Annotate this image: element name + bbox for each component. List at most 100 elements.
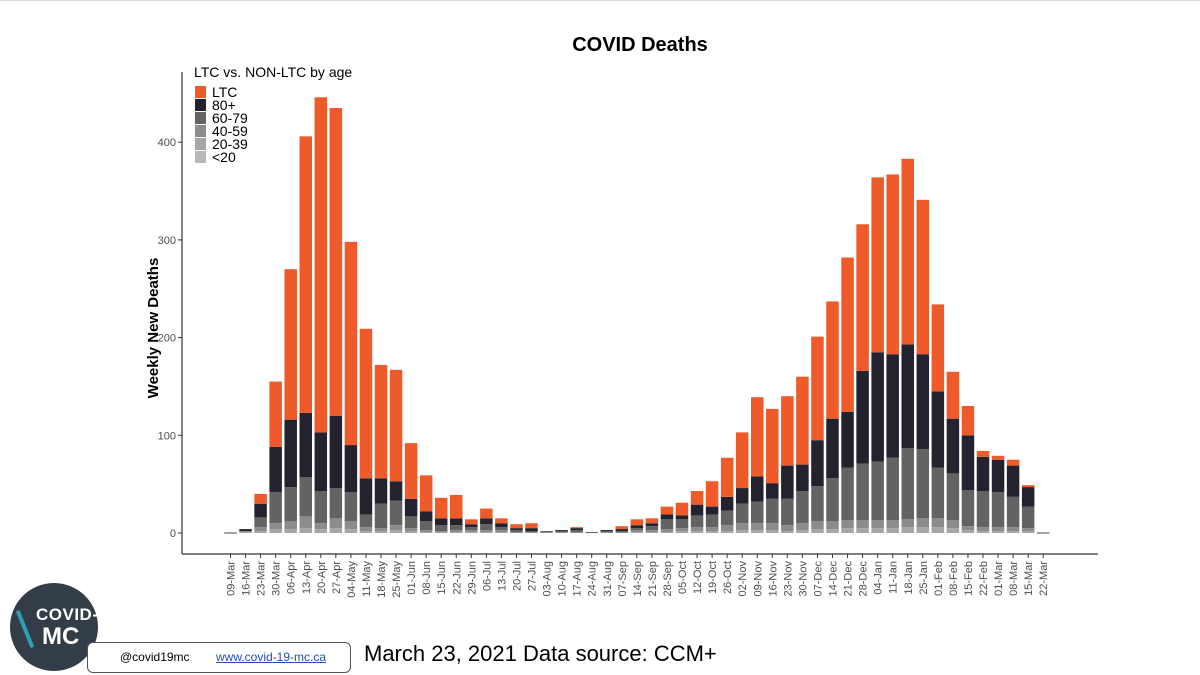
bar-segment — [886, 528, 899, 533]
bar-segment — [751, 501, 764, 524]
bar-segment — [841, 520, 854, 529]
bar-segment — [645, 523, 659, 527]
legend-label: <20 — [212, 149, 236, 165]
bar-segment — [886, 457, 899, 521]
x-tick-label: 22-Jun — [451, 561, 463, 595]
data-source-caption: March 23, 2021 Data source: CCM+ — [364, 641, 717, 666]
bar-stack — [359, 328, 373, 533]
bar-stack — [976, 450, 990, 533]
bar-segment — [660, 532, 674, 533]
bar-stack — [1006, 459, 1020, 533]
bar-segment — [450, 530, 463, 533]
bar-segment — [886, 520, 899, 529]
x-tick-label: 11-Jan — [888, 561, 900, 594]
bar-segment — [675, 519, 689, 529]
bar-stack — [751, 397, 764, 533]
bar-segment — [344, 491, 358, 522]
bar-stack — [585, 532, 598, 533]
x-tick-label: 30-Nov — [797, 561, 809, 597]
bar-segment — [615, 526, 629, 530]
top-border — [0, 0, 1200, 1]
legend-label: 80+ — [212, 97, 236, 113]
x-tick-label: 08-Mar — [1008, 561, 1020, 596]
bar-segment — [555, 530, 568, 532]
legend: LTC vs. NON-LTC by age LTC80+60-7940-592… — [194, 64, 352, 165]
bar-segment — [766, 483, 779, 499]
bar-segment — [720, 531, 734, 533]
bar-segment — [946, 418, 960, 474]
x-tick-label: 09-Nov — [752, 561, 764, 597]
bar-segment — [735, 523, 749, 531]
bar-segment — [690, 515, 704, 528]
bar-stack — [615, 526, 629, 533]
bar-segment — [615, 531, 629, 533]
bar-segment — [525, 523, 538, 529]
legend-swatch — [195, 138, 206, 150]
x-tick-label: 13-Apr — [301, 561, 313, 594]
bar-segment — [374, 503, 388, 529]
logo-slash-icon — [15, 609, 35, 649]
bar-segment — [916, 527, 930, 533]
bar-segment — [239, 532, 252, 533]
bar-segment — [465, 527, 478, 531]
x-tick-label: 25-May — [391, 561, 403, 598]
bar-segment — [555, 532, 568, 533]
x-tick-label: 03-Aug — [542, 561, 554, 596]
bar-segment — [540, 531, 553, 533]
bar-segment — [811, 336, 824, 441]
bar-segment — [796, 490, 809, 524]
bar-segment — [675, 531, 689, 533]
bar-segment — [389, 481, 403, 501]
bar-segment — [886, 174, 899, 355]
bar-segment — [811, 529, 824, 533]
bar-segment — [751, 530, 764, 533]
bar-segment — [299, 412, 312, 478]
bar-segment — [660, 519, 674, 530]
x-tick-label: 02-Nov — [737, 561, 749, 597]
x-tick-label: 26-Oct — [722, 561, 734, 594]
bar-stack — [555, 530, 568, 533]
footer-contact-box: @covid19mc www.covid-19-mc.ca — [87, 642, 351, 673]
bar-stack — [675, 502, 689, 533]
bar-segment — [826, 418, 839, 479]
website-link[interactable]: www.covid-19-mc.ca — [216, 650, 327, 664]
bar-segment — [495, 532, 508, 533]
bar-segment — [961, 490, 975, 527]
y-axis: 0 100 200 300 400 — [158, 137, 182, 540]
bar-stack — [961, 405, 975, 533]
bar-segment — [1021, 485, 1035, 488]
bar-segment — [1021, 506, 1035, 529]
bar-segment — [796, 376, 809, 465]
logo-text-mc: MC — [42, 623, 80, 650]
bar-segment — [630, 530, 644, 533]
x-tick-label: 14-Sep — [632, 561, 644, 596]
bar-segment — [314, 490, 328, 524]
bar-stack — [284, 269, 297, 533]
bar-segment — [1021, 531, 1035, 533]
bar-segment — [856, 528, 869, 533]
bar-stack — [886, 174, 899, 533]
bar-stack — [735, 432, 749, 533]
legend-swatch — [195, 112, 206, 124]
bar-segment — [675, 528, 689, 532]
bar-segment — [976, 450, 990, 457]
x-tick-label: 28-Dec — [858, 561, 870, 597]
x-tick-label: 19-Oct — [707, 561, 719, 594]
bar-segment — [419, 475, 433, 512]
bar-segment — [555, 531, 568, 533]
bar-segment — [720, 525, 734, 532]
bar-segment — [841, 411, 854, 468]
bar-segment — [480, 524, 493, 531]
bar-segment — [916, 518, 930, 528]
bar-segment — [284, 487, 297, 522]
bar-stack — [434, 497, 448, 533]
bar-stack — [916, 199, 930, 533]
bar-segment — [284, 419, 297, 488]
bar-segment — [720, 457, 734, 497]
x-tick-label: 15-Feb — [963, 561, 975, 596]
bar-segment — [675, 502, 689, 516]
bar-segment — [1006, 496, 1020, 528]
y-tick-label: 300 — [158, 235, 176, 247]
bar-segment — [991, 459, 1005, 492]
x-tick-label: 01-Mar — [993, 561, 1005, 596]
